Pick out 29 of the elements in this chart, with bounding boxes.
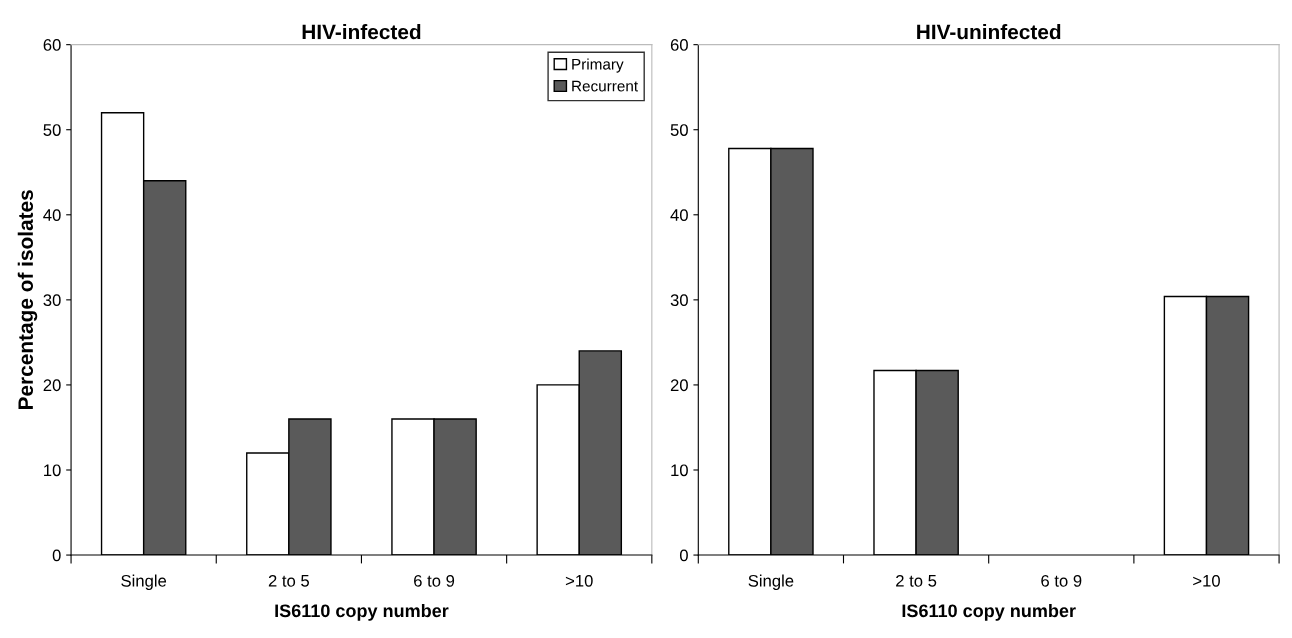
legend-label: Primary (572, 58, 624, 73)
x-tick-label: 2 to 5 (896, 574, 937, 587)
chart-title: HIV-infected (302, 24, 421, 40)
y-tick-label: 50 (43, 124, 61, 136)
y-tick-label: 30 (670, 294, 688, 307)
x-tick-label: Single (121, 574, 167, 591)
y-tick-label: 40 (670, 209, 688, 221)
x-axis-title: IS6110 copy number (275, 603, 449, 621)
y-tick-label: 60 (670, 39, 688, 51)
x-tick-label: 2 to 5 (268, 574, 309, 587)
y-axis-title: Percentage of isolates (17, 190, 38, 410)
y-tick-label: 10 (44, 464, 61, 477)
y-tick-label: 0 (679, 549, 688, 562)
y-tick-label: 10 (671, 464, 688, 477)
y-tick-label: 50 (670, 124, 688, 136)
x-tick-label: Single (748, 574, 794, 591)
y-tick-label: 20 (670, 379, 688, 392)
y-tick-label: 30 (43, 294, 61, 307)
legend-label: Recurrent (572, 80, 638, 92)
y-tick-label: 0 (52, 549, 61, 562)
y-tick-label: 60 (43, 39, 61, 51)
x-tick-label: 6 to 9 (414, 574, 455, 587)
y-tick-label: 40 (43, 209, 61, 221)
x-axis-title: IS6110 copy number (902, 603, 1076, 621)
x-tick-label: >10 (1193, 574, 1220, 587)
x-tick-label: 6 to 9 (1041, 574, 1082, 587)
chart-title: HIV-uninfected (917, 24, 1061, 40)
y-tick-label: 20 (43, 379, 61, 392)
x-tick-label: >10 (565, 574, 593, 587)
